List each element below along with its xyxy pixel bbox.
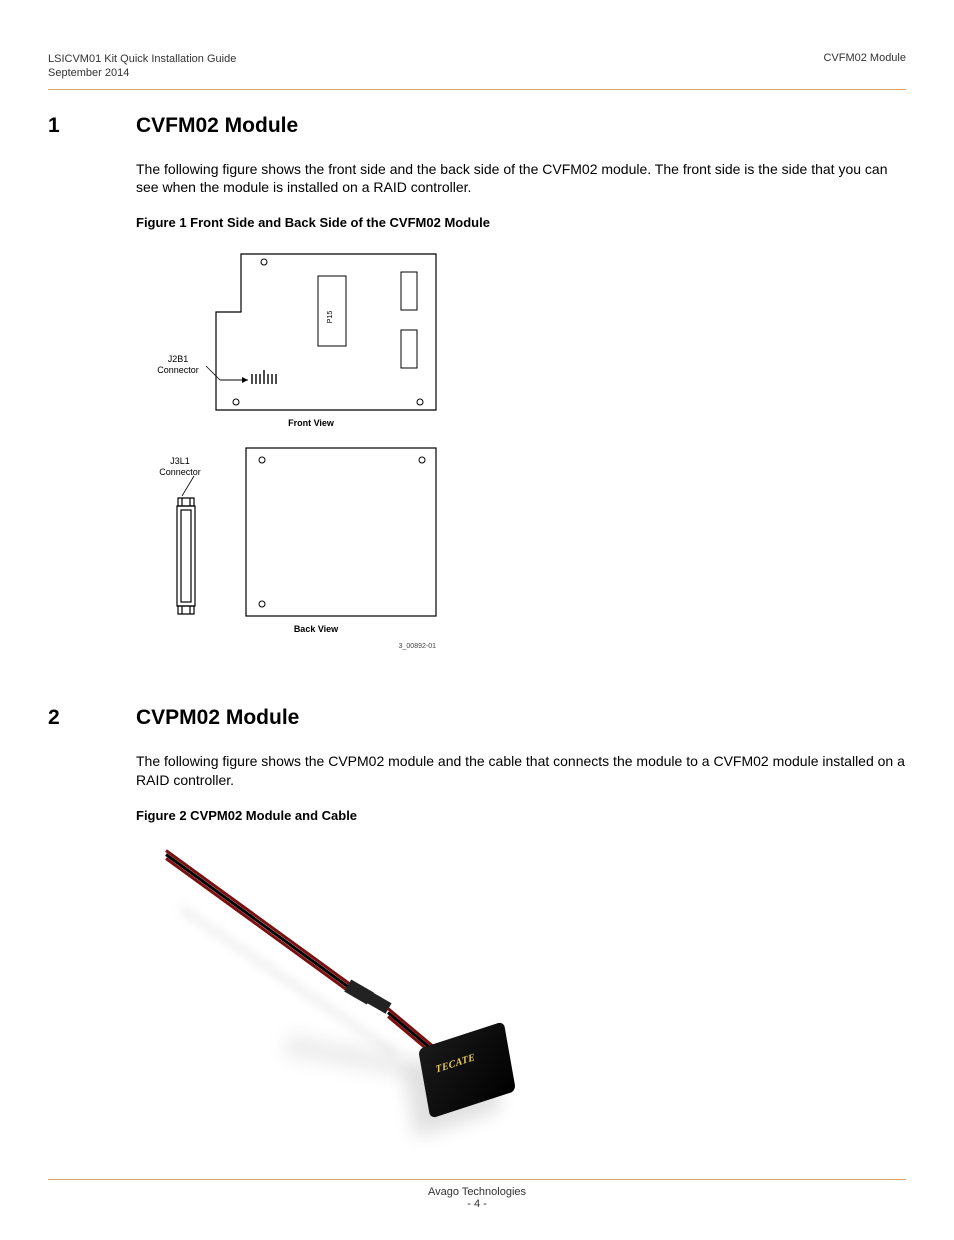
section-cvfm02: 1 CVFM02 Module The following figure sho… bbox=[48, 114, 906, 663]
front-view-label: Front View bbox=[288, 418, 335, 428]
doc-date: September 2014 bbox=[48, 66, 236, 80]
section-heading-row-2: 2 CVPM02 Module bbox=[48, 706, 906, 730]
back-view-label: Back View bbox=[294, 624, 339, 634]
doc-title: LSICVM01 Kit Quick Installation Guide bbox=[48, 52, 236, 66]
brand-label: TECATE bbox=[435, 1052, 476, 1076]
module-photo: TECATE bbox=[136, 835, 516, 1135]
header-right: CVFM02 Module bbox=[823, 52, 906, 81]
drawing-id: 3_00892-01 bbox=[399, 643, 436, 650]
svg-text:Connector: Connector bbox=[157, 365, 199, 375]
footer-page: - 4 - bbox=[48, 1198, 906, 1210]
section-number-2: 2 bbox=[48, 706, 136, 730]
module-ref: CVFM02 Module bbox=[823, 52, 906, 64]
svg-text:J3L1: J3L1 bbox=[170, 456, 190, 466]
section-number: 1 bbox=[48, 114, 136, 138]
section-body: The following figure shows the front sid… bbox=[136, 160, 906, 663]
j2b1-label: J2B1 bbox=[168, 354, 189, 364]
section-heading-row: 1 CVFM02 Module bbox=[48, 114, 906, 138]
figure-diagram: P15 J2B1 bbox=[136, 242, 906, 662]
power-module-pad: TECATE bbox=[418, 1021, 516, 1118]
page-footer: Avago Technologies - 4 - bbox=[48, 1179, 906, 1210]
front-view-group: P15 J2B1 bbox=[157, 254, 436, 428]
section-cvpm02: 2 CVPM02 Module The following figure sho… bbox=[48, 706, 906, 1135]
back-view-group: J3L1 Connector Back View 3_00892-01 bbox=[159, 448, 436, 650]
svg-text:Connector: Connector bbox=[159, 467, 201, 477]
figure-caption-2: Figure 2 CVPM02 Module and Cable bbox=[136, 808, 906, 823]
section-paragraph-2: The following figure shows the CVPM02 mo… bbox=[136, 752, 906, 790]
section-title: CVFM02 Module bbox=[136, 114, 298, 138]
svg-text:P15: P15 bbox=[327, 311, 334, 324]
footer-company: Avago Technologies bbox=[48, 1186, 906, 1198]
section-paragraph: The following figure shows the front sid… bbox=[136, 160, 906, 198]
header-left: LSICVM01 Kit Quick Installation Guide Se… bbox=[48, 52, 236, 81]
section-body-2: The following figure shows the CVPM02 mo… bbox=[136, 752, 906, 1135]
section-title-2: CVPM02 Module bbox=[136, 706, 299, 730]
page-header: LSICVM01 Kit Quick Installation Guide Se… bbox=[48, 52, 906, 90]
figure-caption: Figure 1 Front Side and Back Side of the… bbox=[136, 215, 906, 230]
module-diagram-svg: P15 J2B1 bbox=[136, 242, 466, 662]
